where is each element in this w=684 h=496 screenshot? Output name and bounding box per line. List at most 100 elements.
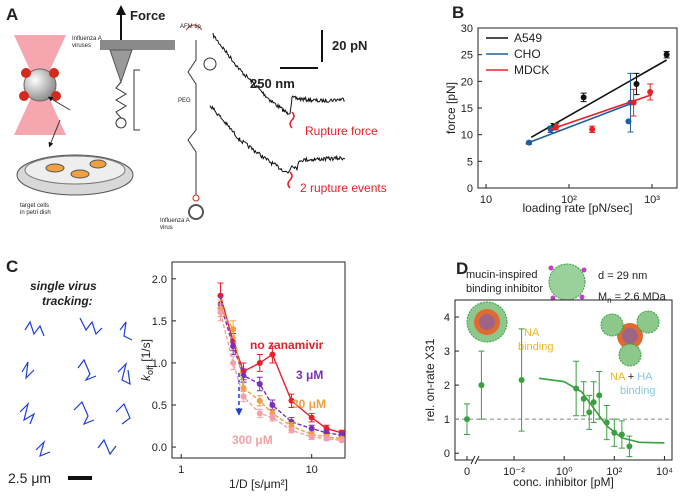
data-point [589,126,596,133]
data-point [288,427,295,434]
data-point [590,399,597,406]
data-point [269,402,276,409]
series-label: 3 μM [296,368,323,382]
annotation: NA [610,371,626,383]
y-tick-label: 20 [461,76,473,88]
x-tick-label: 0 [464,466,470,478]
y-tick-label: 25 [461,50,473,62]
data-point [573,385,580,392]
annotation: binding [620,385,655,397]
y-tick-label: 2.0 [152,274,167,286]
y-tick-label: 1.0 [152,358,167,370]
x-tick-label: 10² [606,466,622,478]
virus-label: Influenza A [160,218,190,224]
panel-letter: D [456,259,468,278]
y-tick-label: 2 [444,380,450,392]
data-point [217,309,224,316]
force-trace [209,105,346,174]
x-tick-label: 10 [480,194,492,206]
y-axis-label: [1/s] [139,339,153,365]
data-point [230,343,237,350]
viruses-label: Influenza A [72,36,102,42]
afm-schematic: Force [14,5,217,220]
distance-scale: 250 nm [250,76,295,91]
y-tick-label: 3 [444,346,450,358]
cells-label: in petri dish [20,210,51,216]
axis-break [473,457,478,463]
panel-letter: B [452,3,464,22]
y-axis-label: rel. on-rate X31 [423,338,437,421]
x-tick-label: 10⁻² [503,466,525,478]
legend-label: MDCK [514,63,549,77]
brace [289,111,295,129]
y-tick-label: 0.0 [152,442,167,454]
brace [287,171,293,189]
data-point [230,359,237,366]
annotation: Rupture force [305,124,378,138]
afm-tip-label: AFM tip [180,24,201,30]
annotation: 2 rupture events [300,181,387,195]
x-tick-label: 10⁴ [656,466,673,478]
panel-letter: C [6,257,18,276]
x-axis-label: loading rate [pN/sec] [522,201,632,215]
y-axis-label: koff [1/s] [139,339,155,381]
data-point [256,359,263,366]
data-point [269,414,276,421]
data-point [269,351,276,358]
annotation: NA + HA [610,371,653,383]
annotation: = 2.6 MDa [612,291,667,303]
y-axis-label: force [pN] [444,82,458,134]
data-point [518,377,525,383]
virus-tracks [19,317,133,458]
x-tick-label: 10² [561,194,577,206]
y-tick-label: 10 [461,130,473,142]
plot-frame [171,261,346,459]
data-point [603,419,610,426]
data-point [308,425,315,432]
virus-label: virus [160,225,173,231]
annotation: M [598,291,607,303]
y-tick-label: 4 [444,312,450,324]
cells-label: target cells [20,203,49,209]
annotation: mucin-inspired [466,269,538,281]
legend-label: A549 [514,31,542,45]
axis-break [470,455,480,465]
data-point [256,397,263,404]
annotation: Mn = 2.6 MDa [598,291,667,305]
annotation: d = 29 nm [598,270,647,282]
x-tick-label: 10 [306,464,318,476]
panel-letter: A [6,5,18,24]
annotation: NA [524,327,540,339]
series-line [219,303,342,436]
viruses-label: viruses [72,43,91,49]
plot-frame [454,299,673,461]
y-tick-label: 0 [444,448,450,460]
data-point [323,435,330,442]
data-point [647,89,654,95]
x-axis-label: conc. inhibitor [pM] [513,475,614,489]
data-point [663,51,670,58]
data-point [478,382,485,389]
data-point [611,429,618,436]
data-point [586,409,593,416]
data-point [308,433,315,440]
data-point [618,431,625,438]
x-tick-label: 10⁰ [556,466,573,478]
force-trace [212,32,345,116]
data-point [630,99,637,106]
annotation: binding [518,341,553,353]
series-label: no zanamivir [250,338,324,352]
data-point [553,123,560,130]
annotation: + [628,371,634,383]
data-point [580,94,587,101]
data-point [580,395,587,402]
scale-label: 2.5 μm [8,470,51,486]
x-axis-label: 1/D [s/μm²] [229,477,288,491]
fit-line [525,101,634,145]
peg-label: PEG [178,98,191,104]
data-point [464,416,470,423]
data-point [240,393,247,400]
data-point [308,414,315,421]
x-tick-label: 1 [178,464,184,476]
